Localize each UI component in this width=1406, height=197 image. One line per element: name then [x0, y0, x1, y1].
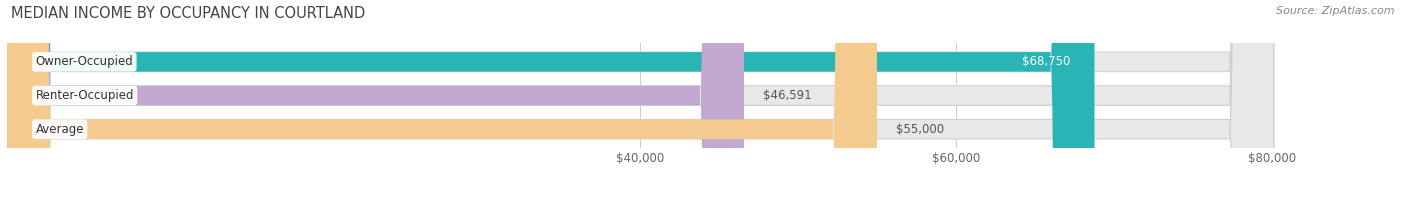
- Text: $46,591: $46,591: [763, 89, 811, 102]
- Text: $55,000: $55,000: [896, 123, 943, 136]
- FancyBboxPatch shape: [7, 0, 1274, 197]
- FancyBboxPatch shape: [7, 0, 877, 197]
- Text: Owner-Occupied: Owner-Occupied: [35, 55, 134, 68]
- FancyBboxPatch shape: [7, 0, 744, 197]
- Text: MEDIAN INCOME BY OCCUPANCY IN COURTLAND: MEDIAN INCOME BY OCCUPANCY IN COURTLAND: [11, 6, 366, 21]
- Text: Renter-Occupied: Renter-Occupied: [35, 89, 134, 102]
- Text: $68,750: $68,750: [1022, 55, 1071, 68]
- FancyBboxPatch shape: [7, 0, 1094, 197]
- Text: Source: ZipAtlas.com: Source: ZipAtlas.com: [1277, 6, 1395, 16]
- FancyBboxPatch shape: [7, 0, 1274, 197]
- FancyBboxPatch shape: [7, 0, 1274, 197]
- Text: Average: Average: [35, 123, 84, 136]
